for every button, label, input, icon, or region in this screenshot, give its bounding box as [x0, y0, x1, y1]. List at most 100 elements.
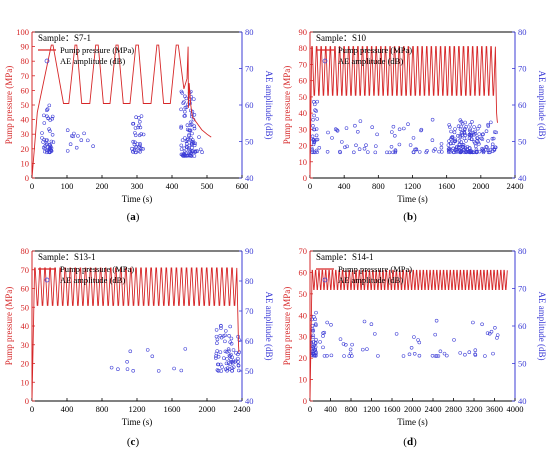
ae-point	[397, 142, 402, 147]
y-left-tick-label: 10	[21, 158, 30, 168]
ae-point	[82, 131, 86, 136]
ae-point	[474, 150, 479, 155]
x-axis-label: Time (s)	[397, 417, 427, 427]
ae-point	[133, 146, 137, 151]
legend-ae-amplitude-label: AE amplitude (dB)	[338, 56, 403, 66]
y-left-tick-label: 70	[21, 71, 30, 81]
ae-point	[451, 150, 456, 155]
panel-label-close: )	[413, 436, 417, 448]
ae-point	[469, 133, 474, 138]
ae-point	[187, 133, 191, 137]
ae-point	[231, 360, 235, 365]
ae-point	[180, 91, 184, 95]
ae-point	[461, 144, 465, 149]
ae-point	[132, 142, 137, 147]
ae-point	[322, 354, 327, 358]
y-left-tick-label: 50	[21, 100, 30, 110]
ae-point	[454, 150, 458, 154]
ae-point	[229, 336, 234, 341]
y-right-tick-label: 50	[245, 137, 254, 147]
ae-point	[463, 352, 467, 357]
ae-point	[109, 365, 114, 370]
ae-point	[236, 356, 240, 361]
ae-point	[315, 99, 319, 104]
ae-point	[192, 126, 197, 131]
ae-point	[214, 356, 218, 360]
ae-point	[325, 150, 330, 154]
ae-point	[312, 127, 317, 132]
legend-pump-pressure-label: Pump pressure (MPa)	[60, 45, 134, 55]
ae-point	[219, 326, 223, 330]
ae-point	[182, 114, 187, 118]
ae-point	[477, 142, 481, 146]
sample-label: Sample：S10	[316, 33, 367, 43]
ae-point	[190, 138, 195, 142]
y-left-tick-label: 40	[21, 321, 30, 331]
pump-pressure-line	[310, 269, 508, 401]
sample-label: Sample：S14-1	[316, 252, 374, 262]
ae-point	[393, 134, 397, 138]
ae-point	[311, 150, 316, 154]
x-tick-label: 1200	[129, 404, 146, 414]
ae-point	[70, 134, 74, 138]
ae-point	[312, 100, 316, 104]
ae-point	[310, 349, 314, 353]
ae-point	[344, 343, 348, 347]
ae-point	[468, 123, 472, 127]
ae-point	[145, 348, 150, 352]
y-left-axis-label: Pump pressure (MPa)	[282, 66, 292, 145]
ae-point	[325, 354, 329, 358]
ae-point	[65, 128, 70, 132]
ae-point	[434, 354, 439, 358]
y-left-tick-label: 10	[21, 377, 30, 387]
ae-point	[362, 146, 367, 151]
ae-point	[483, 354, 487, 358]
ae-point	[188, 149, 192, 154]
ae-point	[467, 350, 472, 354]
pump-pressure-line	[310, 46, 498, 178]
ae-point	[133, 131, 137, 135]
ae-point	[125, 367, 130, 371]
y-right-tick-label: 70	[245, 64, 254, 74]
panel-label: (a)	[127, 211, 140, 223]
ae-point	[340, 140, 344, 144]
ae-point	[226, 361, 231, 365]
x-tick-label: 600	[236, 181, 249, 191]
y-left-tick-label: 0	[303, 173, 307, 183]
legend-circle-swatch	[44, 277, 50, 283]
ae-point	[464, 139, 468, 143]
y-right-tick-label: 40	[245, 396, 254, 406]
x-tick-label: 400	[338, 181, 351, 191]
ae-point	[314, 133, 319, 138]
ae-point	[227, 349, 231, 353]
ae-point	[376, 354, 380, 358]
ae-point	[188, 138, 192, 142]
ae-point	[216, 354, 221, 359]
ae-point	[136, 125, 140, 130]
ae-point	[492, 130, 497, 134]
ae-point	[315, 117, 319, 121]
ae-point	[433, 147, 437, 151]
panel-label-letter: a	[130, 211, 136, 223]
ae-point	[193, 150, 197, 154]
ae-point	[47, 143, 52, 147]
ae-point	[180, 138, 185, 142]
y-right-tick-label: 40	[518, 173, 527, 183]
ae-point	[40, 131, 44, 135]
ae-point	[329, 323, 333, 327]
y-right-tick-label: 60	[518, 321, 527, 331]
y-right-tick-label: 70	[518, 284, 527, 294]
panel-label-close: )	[413, 211, 417, 223]
ae-point	[192, 154, 197, 158]
x-tick-label: 3200	[466, 404, 483, 414]
x-tick-label: 1600	[384, 404, 401, 414]
ae-point	[397, 127, 402, 132]
ae-point	[458, 351, 462, 355]
ae-point	[179, 124, 183, 129]
ae-point	[335, 128, 339, 132]
x-tick-label: 0	[308, 404, 312, 414]
ae-point	[480, 132, 485, 137]
ae-point	[225, 366, 230, 370]
ae-point	[450, 135, 455, 139]
y-left-tick-label: 50	[299, 289, 308, 299]
